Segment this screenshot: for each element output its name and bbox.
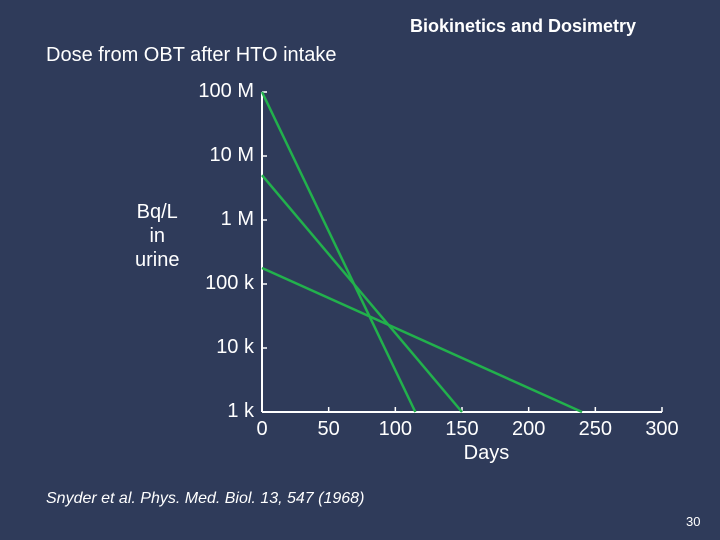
citation: Snyder et al. Phys. Med. Biol. 13, 547 (… [46,490,364,508]
slide-number: 30 [686,514,700,529]
chart-plot [0,0,720,540]
